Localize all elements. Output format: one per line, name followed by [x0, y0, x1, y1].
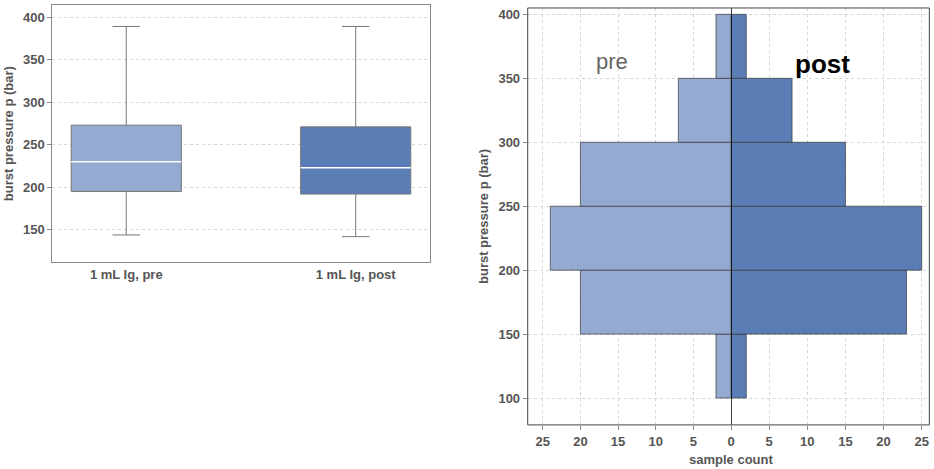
svg-text:20: 20 — [876, 434, 890, 449]
svg-text:150: 150 — [23, 222, 45, 237]
svg-text:20: 20 — [573, 434, 587, 449]
svg-text:5: 5 — [766, 434, 773, 449]
svg-text:25: 25 — [536, 434, 550, 449]
svg-text:1 mL Ig, post: 1 mL Ig, post — [316, 267, 397, 282]
svg-text:400: 400 — [23, 10, 45, 25]
svg-text:15: 15 — [838, 434, 852, 449]
svg-text:10: 10 — [648, 434, 662, 449]
svg-text:100: 100 — [498, 391, 520, 406]
svg-text:burst pressure p (bar): burst pressure p (bar) — [1, 66, 16, 201]
svg-text:pre: pre — [596, 49, 628, 74]
svg-text:200: 200 — [23, 180, 45, 195]
svg-text:0: 0 — [727, 434, 734, 449]
svg-text:post: post — [795, 49, 850, 79]
svg-text:15: 15 — [611, 434, 625, 449]
svg-text:burst pressure p (bar): burst pressure p (bar) — [476, 149, 491, 284]
svg-text:400: 400 — [498, 7, 520, 22]
svg-text:350: 350 — [498, 71, 520, 86]
svg-text:300: 300 — [498, 135, 520, 150]
svg-text:1 mL Ig, pre: 1 mL Ig, pre — [90, 267, 163, 282]
svg-text:350: 350 — [23, 52, 45, 67]
svg-text:25: 25 — [914, 434, 928, 449]
svg-text:250: 250 — [23, 137, 45, 152]
svg-text:150: 150 — [498, 327, 520, 342]
svg-text:sample count: sample count — [689, 452, 773, 467]
svg-text:200: 200 — [498, 263, 520, 278]
svg-text:5: 5 — [690, 434, 697, 449]
svg-text:300: 300 — [23, 95, 45, 110]
svg-text:250: 250 — [498, 199, 520, 214]
svg-text:10: 10 — [800, 434, 814, 449]
